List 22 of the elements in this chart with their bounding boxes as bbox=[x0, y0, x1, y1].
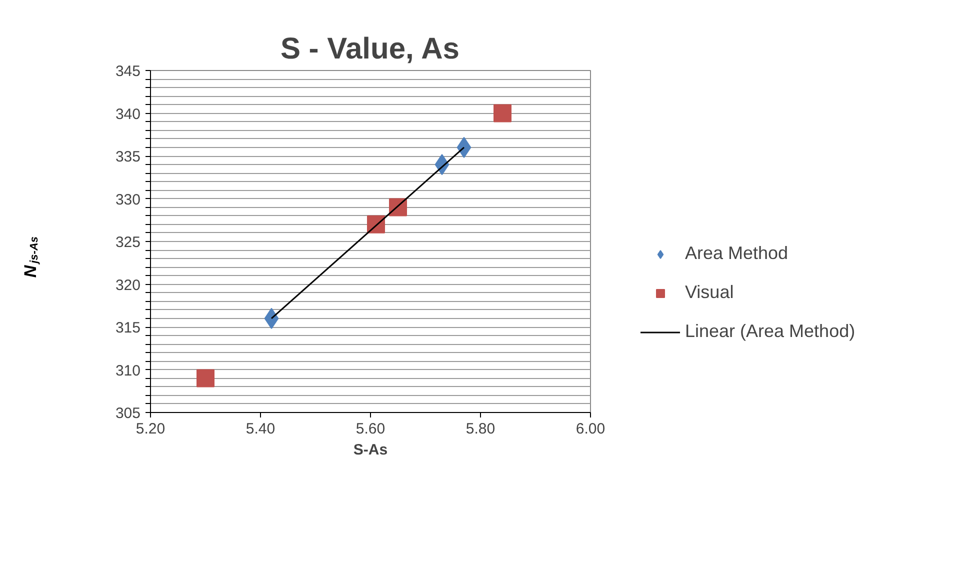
x-tick-label: 6.00 bbox=[576, 420, 606, 438]
y-tick-label: 335 bbox=[115, 148, 141, 166]
x-tick-label: 5.20 bbox=[136, 420, 166, 438]
x-axis-title: S-As bbox=[353, 442, 388, 458]
x-tick-label: 5.40 bbox=[246, 420, 276, 438]
y-tick-label: 345 bbox=[115, 63, 141, 80]
y-tick-label: 320 bbox=[115, 276, 141, 294]
x-tick-label: 5.60 bbox=[356, 420, 386, 438]
point bbox=[196, 369, 214, 388]
legend-label: Area Method bbox=[685, 243, 788, 264]
y-tick-label: 325 bbox=[115, 234, 141, 251]
x-tick-label: 5.80 bbox=[466, 420, 496, 438]
point bbox=[494, 104, 512, 122]
y-tick-label: 310 bbox=[115, 362, 141, 380]
legend-label: Visual bbox=[685, 282, 734, 303]
y-axis-title: Njs-As bbox=[21, 236, 40, 278]
y-tick-label: 340 bbox=[115, 106, 141, 123]
chart-title: S - Value, As bbox=[280, 32, 460, 66]
legend-label: Linear (Area Method) bbox=[685, 321, 856, 342]
y-tick-label: 315 bbox=[115, 320, 141, 336]
y-tick-label: 305 bbox=[115, 405, 141, 422]
y-tick-label: 330 bbox=[115, 191, 141, 208]
